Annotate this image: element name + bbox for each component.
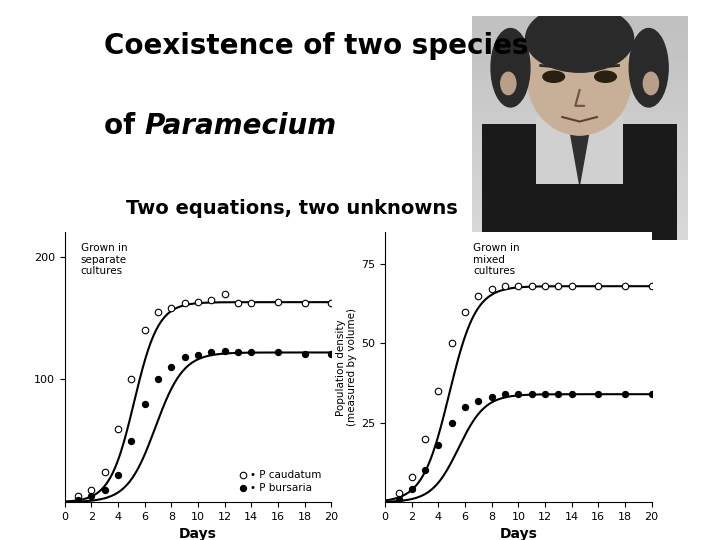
Point [473, 292, 485, 300]
Text: Two equations, two unknowns: Two equations, two unknowns [126, 199, 458, 218]
Point [566, 390, 577, 399]
Point [125, 436, 137, 445]
Ellipse shape [595, 71, 616, 82]
Polygon shape [569, 124, 590, 184]
Point [272, 298, 284, 307]
FancyBboxPatch shape [482, 124, 677, 240]
Point [646, 282, 657, 291]
X-axis label: Days: Days [500, 528, 537, 540]
Point [112, 471, 124, 480]
Point [112, 424, 124, 433]
Point [513, 282, 524, 291]
Point [206, 348, 217, 357]
Ellipse shape [629, 29, 668, 107]
Ellipse shape [501, 72, 516, 94]
Point [99, 485, 111, 494]
Legend: • P caudatum, • P bursaria: • P caudatum, • P bursaria [235, 465, 326, 497]
Point [593, 282, 604, 291]
Point [232, 348, 243, 357]
Point [299, 299, 310, 308]
Point [153, 308, 164, 316]
Point [393, 488, 405, 497]
Point [446, 418, 458, 427]
Point [473, 396, 485, 405]
Point [72, 492, 84, 501]
Ellipse shape [560, 108, 599, 135]
Point [486, 285, 498, 294]
Point [539, 282, 551, 291]
Point [192, 298, 204, 307]
Point [459, 403, 471, 411]
Point [406, 472, 418, 481]
Point [646, 390, 657, 399]
Point [486, 393, 498, 402]
Point [125, 375, 137, 384]
Point [553, 282, 564, 291]
Point [500, 390, 511, 399]
Point [179, 353, 190, 362]
Point [232, 299, 243, 308]
Point [539, 390, 551, 399]
Point [272, 348, 284, 357]
Ellipse shape [644, 72, 658, 94]
Point [406, 485, 418, 494]
Y-axis label: Population density
(measured by volume): Population density (measured by volume) [336, 308, 357, 426]
Point [166, 304, 177, 313]
FancyBboxPatch shape [536, 117, 623, 184]
Ellipse shape [543, 71, 564, 82]
Point [566, 282, 577, 291]
Point [166, 363, 177, 372]
Point [593, 390, 604, 399]
Point [99, 467, 111, 476]
Point [433, 387, 444, 395]
Point [86, 485, 97, 494]
Point [526, 390, 537, 399]
Point [419, 434, 431, 443]
Point [153, 375, 164, 384]
Point [206, 295, 217, 304]
Text: of: of [104, 112, 145, 140]
Point [619, 282, 631, 291]
Text: Grown in
mixed
cultures: Grown in mixed cultures [473, 243, 520, 276]
Point [325, 349, 337, 358]
Point [86, 492, 97, 501]
Point [139, 326, 150, 335]
Point [513, 390, 524, 399]
Point [325, 299, 337, 308]
Point [179, 299, 190, 308]
X-axis label: Days: Days [179, 528, 217, 540]
Point [393, 495, 405, 503]
Point [500, 282, 511, 291]
Point [299, 349, 310, 358]
Ellipse shape [528, 23, 631, 135]
Point [433, 441, 444, 449]
Point [246, 348, 257, 357]
Point [446, 339, 458, 348]
Ellipse shape [491, 29, 530, 107]
Point [72, 495, 84, 504]
Text: Paramecium: Paramecium [144, 112, 336, 140]
Point [219, 347, 230, 355]
Point [192, 350, 204, 359]
Text: Coexistence of two species: Coexistence of two species [104, 32, 529, 60]
Text: Grown in
separate
cultures: Grown in separate cultures [81, 243, 127, 276]
Point [219, 289, 230, 298]
Point [246, 299, 257, 308]
Point [526, 282, 537, 291]
Text: Georgi F. Gause: Georgi F. Gause [518, 244, 641, 258]
Ellipse shape [526, 5, 634, 72]
Point [139, 400, 150, 408]
Point [459, 307, 471, 316]
Point [419, 466, 431, 475]
Point [619, 390, 631, 399]
Point [553, 390, 564, 399]
